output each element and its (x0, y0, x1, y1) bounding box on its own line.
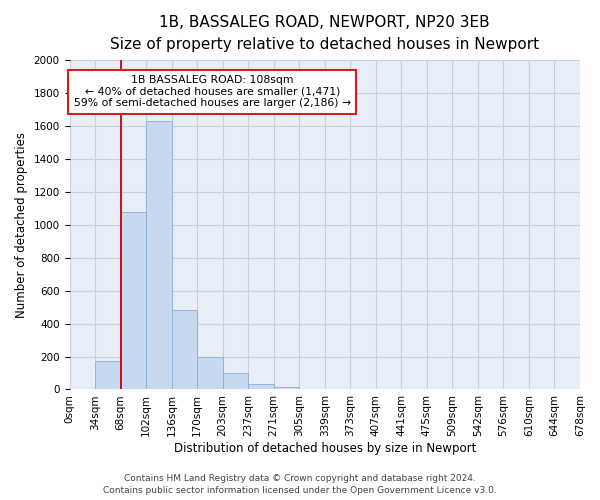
Bar (248, 384, 274, 390)
Text: 1B BASSALEG ROAD: 108sqm
← 40% of detached houses are smaller (1,471)
59% of sem: 1B BASSALEG ROAD: 108sqm ← 40% of detach… (74, 75, 351, 108)
Bar (223, 373, 248, 390)
Bar (95, 362, 121, 390)
Bar (146, 121, 172, 390)
Title: 1B, BASSALEG ROAD, NEWPORT, NP20 3EB
Size of property relative to detached house: 1B, BASSALEG ROAD, NEWPORT, NP20 3EB Siz… (110, 15, 539, 52)
Bar (172, 310, 197, 390)
Text: Contains HM Land Registry data © Crown copyright and database right 2024.
Contai: Contains HM Land Registry data © Crown c… (103, 474, 497, 495)
Bar (197, 356, 223, 390)
X-axis label: Distribution of detached houses by size in Newport: Distribution of detached houses by size … (173, 442, 476, 455)
Bar (121, 212, 146, 390)
Y-axis label: Number of detached properties: Number of detached properties (15, 132, 28, 318)
Bar (274, 387, 299, 390)
